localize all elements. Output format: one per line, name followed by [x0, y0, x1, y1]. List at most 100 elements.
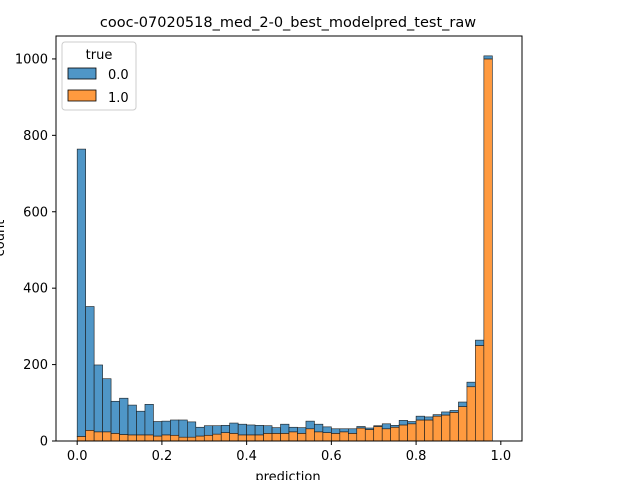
bar-true-1-27 — [305, 428, 315, 442]
axes-frame — [55, 35, 523, 442]
bar-true-1-6 — [127, 434, 137, 442]
bar-true-0-5 — [119, 397, 129, 435]
bar-true-0-40 — [415, 415, 425, 421]
bar-true-0-41 — [424, 416, 434, 421]
bar-true-1-1 — [85, 430, 95, 442]
y-axis-label: count — [0, 220, 8, 257]
bar-true-0-10 — [161, 420, 171, 436]
bar-true-1-24 — [280, 433, 290, 442]
bar-true-0-21 — [254, 425, 264, 436]
plot-area — [76, 55, 493, 442]
bar-true-0-22 — [263, 425, 273, 434]
bar-true-0-1 — [85, 306, 95, 431]
bar-true-1-36 — [381, 428, 391, 442]
bar-true-1-10 — [161, 434, 171, 442]
bar-true-0-16 — [212, 425, 222, 435]
legend-swatch-0 — [67, 67, 97, 80]
y-tick-label-1: 200 — [23, 358, 48, 373]
bar-true-0-31 — [339, 428, 349, 433]
bar-true-1-43 — [441, 414, 451, 442]
bar-true-1-15 — [203, 434, 214, 442]
y-tick-label-3: 600 — [23, 205, 48, 220]
bar-true-1-9 — [153, 435, 163, 442]
bar-true-0-25 — [288, 426, 298, 433]
legend-label-0: 0.0 — [108, 68, 129, 83]
y-axis: 0 200 400 600 800 1000 — [15, 52, 56, 450]
x-tick-label-3: 0.6 — [321, 449, 342, 464]
bar-true-0-0 — [76, 148, 86, 437]
bar-true-1-45 — [458, 406, 468, 442]
bar-true-1-21 — [254, 434, 264, 442]
bar-true-1-4 — [110, 433, 120, 442]
bar-true-0-45 — [458, 401, 468, 407]
bar-true-1-41 — [424, 419, 434, 442]
bar-true-0-9 — [153, 421, 163, 437]
bar-true-0-43 — [441, 411, 451, 416]
bar-true-0-47 — [475, 339, 485, 346]
bar-true-1-32 — [348, 433, 358, 442]
bar-true-0-20 — [246, 424, 256, 436]
bar-true-0-2 — [93, 364, 103, 433]
bar-true-0-46 — [466, 381, 476, 388]
bar-true-0-23 — [271, 427, 281, 434]
bar-true-1-42 — [432, 415, 442, 442]
x-tick-label-0: 0.0 — [67, 449, 88, 464]
bar-true-1-48 — [483, 58, 493, 442]
bar-true-0-44 — [449, 410, 459, 413]
y-tick-label-4: 800 — [23, 129, 48, 144]
bar-true-0-18 — [229, 422, 239, 434]
bar-true-0-13 — [187, 421, 197, 438]
bar-true-1-25 — [288, 431, 298, 442]
y-tick-label-5: 1000 — [15, 52, 48, 67]
bar-true-1-17 — [220, 432, 230, 442]
bar-true-1-37 — [390, 426, 400, 442]
bar-true-1-20 — [246, 434, 256, 442]
bar-true-1-40 — [415, 419, 425, 442]
bar-true-1-22 — [263, 433, 273, 442]
bar-true-0-6 — [127, 404, 137, 436]
bar-true-0-34 — [364, 427, 375, 430]
bar-true-0-12 — [178, 419, 188, 438]
bar-true-1-5 — [119, 434, 129, 442]
bar-true-1-14 — [195, 435, 205, 442]
bar-true-0-30 — [331, 428, 341, 434]
x-tick-label-1: 0.2 — [152, 449, 173, 464]
bar-true-1-19 — [237, 434, 247, 442]
bar-true-1-2 — [93, 431, 103, 442]
bar-true-1-0 — [76, 436, 86, 442]
legend-swatch-1 — [67, 89, 97, 102]
bar-true-0-27 — [305, 420, 315, 430]
x-tick-label-2: 0.4 — [236, 449, 257, 464]
x-tick-label-4: 0.8 — [406, 449, 427, 464]
bar-true-0-28 — [314, 423, 324, 433]
bar-true-0-48 — [483, 55, 493, 60]
bar-true-0-4 — [110, 400, 120, 434]
bar-true-0-19 — [237, 423, 247, 436]
bar-true-0-8 — [144, 404, 154, 436]
x-axis-label: prediction — [255, 470, 320, 480]
bar-true-1-44 — [449, 412, 459, 442]
bar-true-1-13 — [187, 436, 197, 442]
bar-true-1-3 — [102, 431, 112, 442]
bar-true-1-26 — [297, 433, 307, 442]
bar-true-0-33 — [356, 426, 366, 429]
bar-true-0-37 — [390, 425, 400, 428]
x-axis: 0.0 0.2 0.4 0.6 0.8 1.0 — [67, 441, 511, 464]
bar-true-1-12 — [178, 436, 188, 442]
legend: true 0.0 1.0 — [61, 41, 137, 111]
bar-true-0-7 — [136, 410, 146, 436]
bar-true-1-23 — [271, 433, 281, 442]
bar-true-1-31 — [339, 431, 349, 442]
bar-true-1-28 — [314, 431, 324, 442]
bar-true-1-33 — [356, 427, 366, 442]
bar-true-0-26 — [297, 427, 307, 434]
bar-true-0-29 — [322, 426, 332, 433]
bar-true-1-11 — [170, 434, 180, 442]
bar-true-1-39 — [407, 423, 417, 442]
chart-title: cooc-07020518_med_2-0_best_modelpred_tes… — [100, 15, 476, 31]
bar-true-0-17 — [220, 425, 230, 433]
bar-true-0-15 — [203, 425, 214, 436]
bar-true-0-35 — [373, 425, 383, 427]
legend-label-1: 1.0 — [108, 91, 129, 106]
bar-true-0-39 — [407, 421, 417, 425]
